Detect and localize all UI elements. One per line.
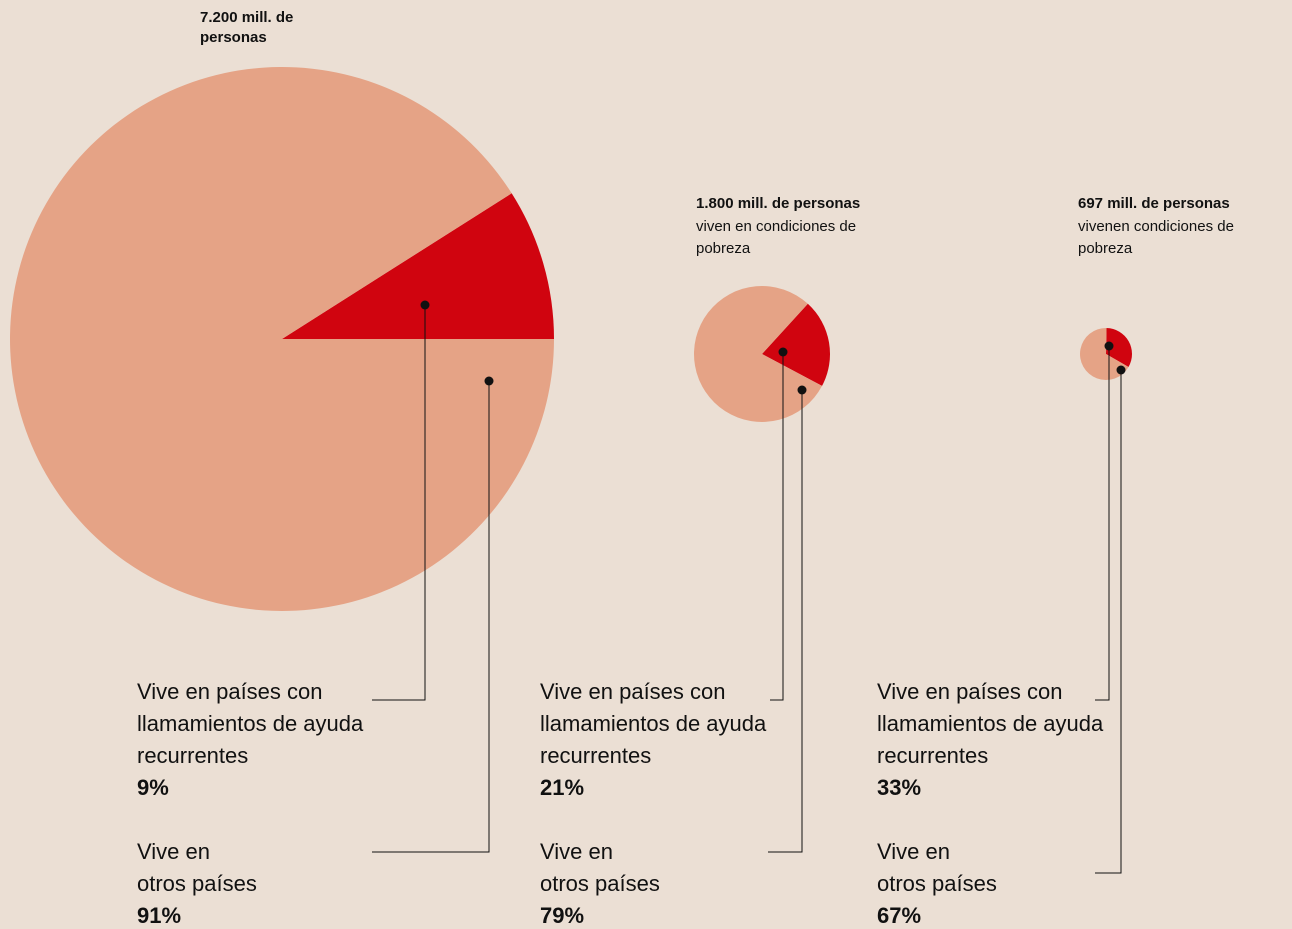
pie-slice: [1080, 328, 1129, 380]
pie-slice: [9, 66, 555, 612]
leader-line: [1095, 346, 1110, 701]
category-label: Vive en países con llamamientos de ayuda…: [137, 679, 364, 768]
leader-dot: [484, 376, 494, 386]
pie-title: 697 mill. de personas: [1078, 195, 1230, 212]
value-label: 21%: [540, 775, 585, 800]
value-label: 33%: [877, 775, 922, 800]
pie-title: 7.200 mill. de personas: [200, 9, 294, 46]
category-label: Vive en países con llamamientos de ayuda…: [540, 679, 767, 768]
leader-dot: [1116, 365, 1126, 375]
value-label: 67%: [877, 903, 922, 928]
pie-slice: [762, 303, 830, 386]
leader-line: [768, 390, 803, 853]
pie-slice: [1106, 328, 1132, 367]
leader-dot: [797, 385, 807, 395]
value-label: 9%: [137, 775, 169, 800]
value-label: 91%: [137, 903, 182, 928]
category-label: Vive en otros países: [137, 839, 257, 896]
pie-subtitle: viven en condiciones de pobreza: [696, 218, 857, 257]
pie-title: 1.800 mill. de personas: [696, 195, 861, 212]
category-label: Vive en países con llamamientos de ayuda…: [877, 679, 1104, 768]
leader-line: [1095, 370, 1122, 874]
category-label: Vive en otros países: [540, 839, 660, 896]
leader-line: [372, 381, 490, 853]
leader-line: [372, 305, 426, 701]
leader-dot: [420, 300, 430, 310]
leader-line: [770, 352, 784, 701]
category-label: Vive en otros países: [877, 839, 997, 896]
value-label: 79%: [540, 903, 585, 928]
pie-slice: [694, 286, 823, 423]
leader-dot: [778, 347, 788, 357]
pie-subtitle: vivenen condiciones de pobreza: [1078, 218, 1234, 257]
leader-dot: [1104, 341, 1114, 351]
pie-slice: [282, 193, 554, 339]
